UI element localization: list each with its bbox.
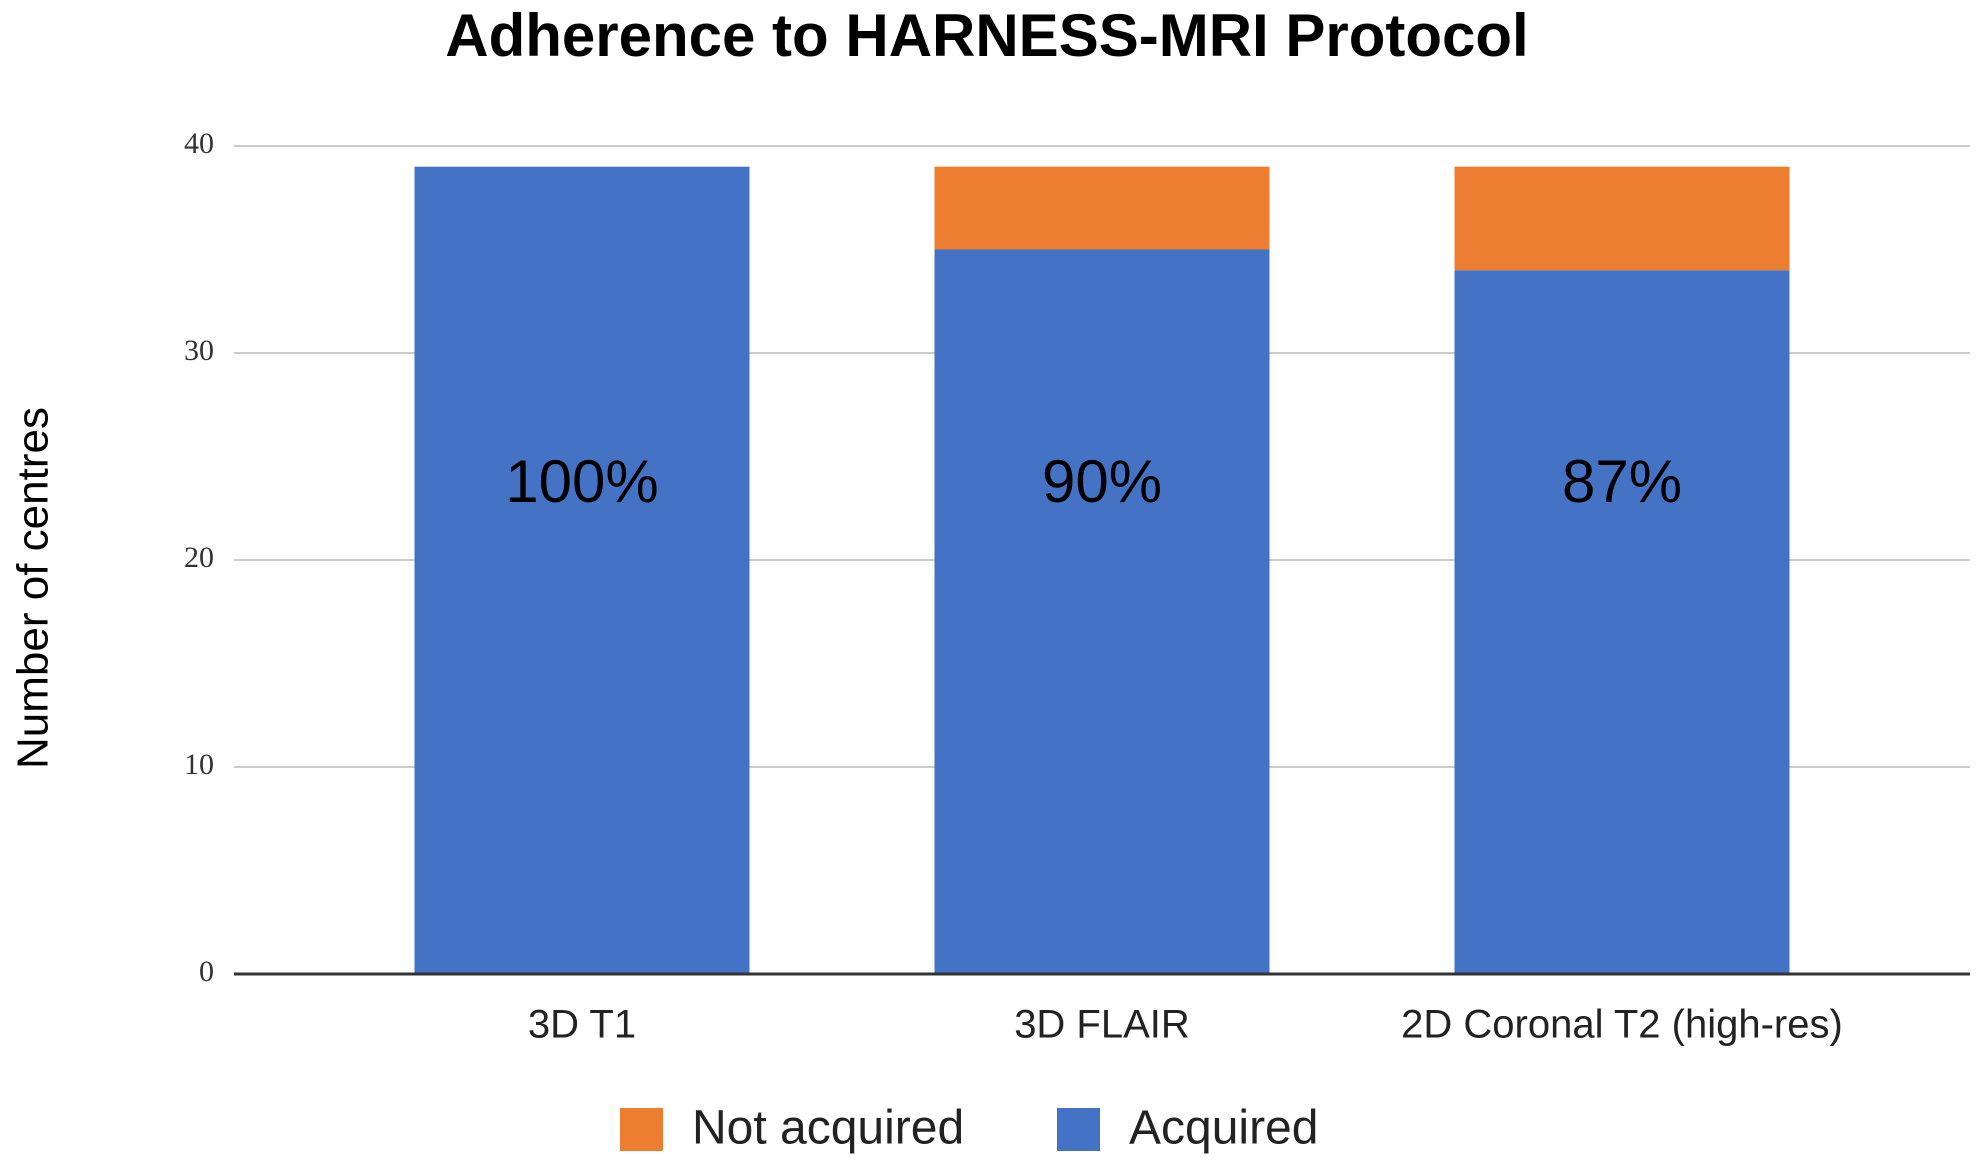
bar-annotation: 87% — [1562, 448, 1682, 515]
y-tick-label: 30 — [184, 334, 214, 367]
x-tick-label: 3D T1 — [528, 1003, 636, 1047]
bar-segment — [1454, 166, 1790, 271]
bar-segment — [1454, 270, 1790, 974]
x-tick-label: 3D FLAIR — [1014, 1003, 1190, 1047]
bar-segment — [934, 166, 1270, 250]
y-tick-label: 40 — [184, 127, 214, 160]
bar-annotation: 100% — [505, 448, 658, 515]
y-tick-label: 0 — [199, 955, 214, 988]
x-tick-label: 2D Coronal T2 (high-res) — [1401, 1003, 1843, 1047]
legend-swatch — [620, 1108, 663, 1151]
legend-label: Not acquired — [692, 1102, 964, 1155]
chart-title: Adherence to HARNESS-MRI Protocol — [445, 2, 1528, 69]
y-axis-label: Number of centres — [9, 407, 58, 769]
y-tick-label: 20 — [184, 541, 214, 574]
bar-segment — [414, 166, 750, 974]
bar-segment — [934, 249, 1270, 974]
bar-annotation: 90% — [1042, 448, 1162, 515]
legend-label: Acquired — [1129, 1102, 1318, 1155]
y-tick-label: 10 — [184, 748, 214, 781]
legend-swatch — [1057, 1108, 1100, 1151]
